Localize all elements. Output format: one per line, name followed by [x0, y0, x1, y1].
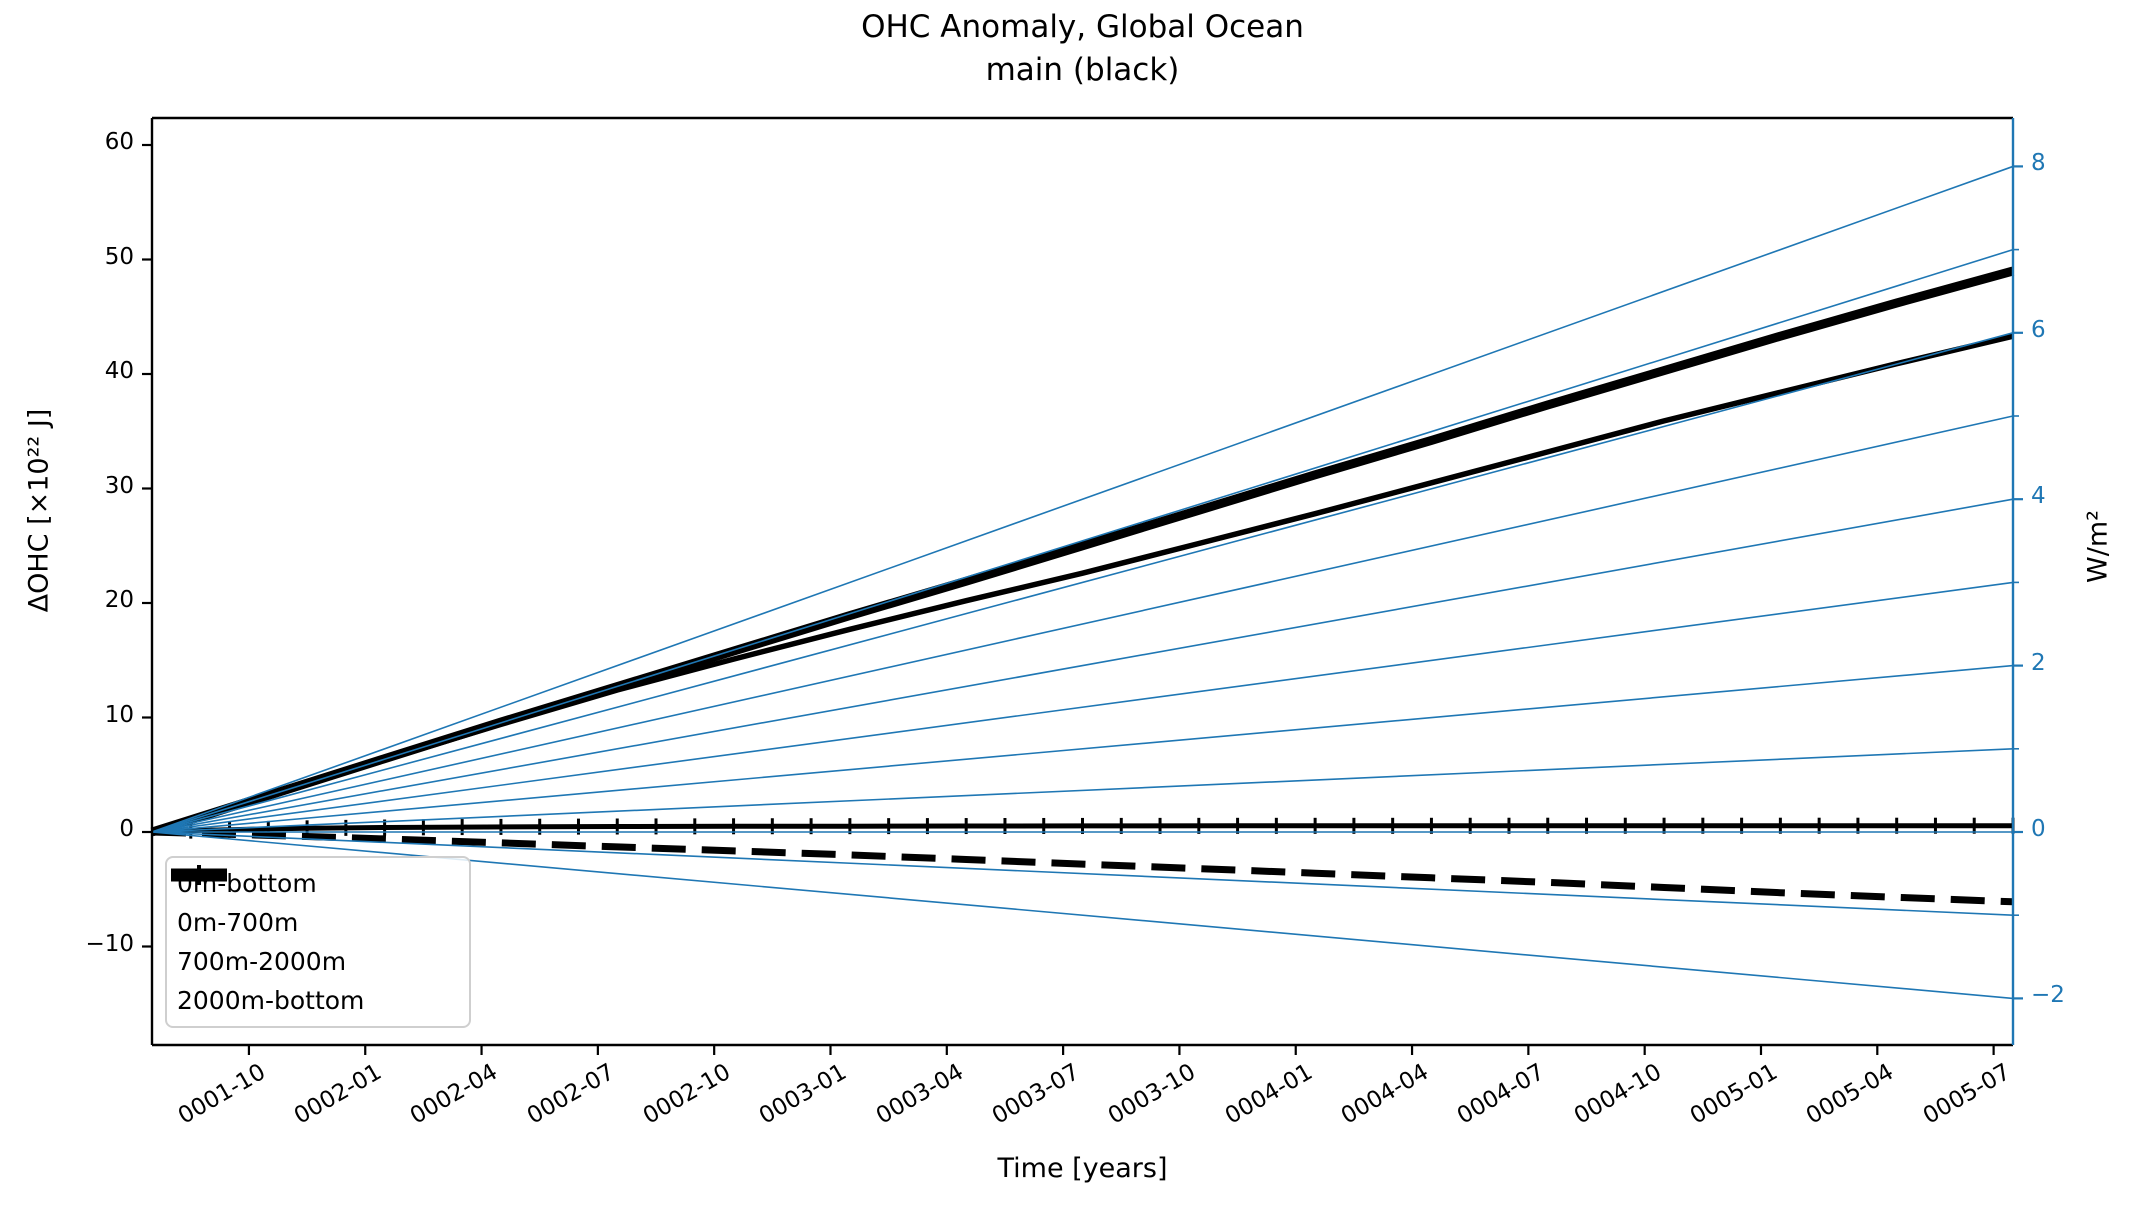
reference-line-5wm2: [151, 415, 2014, 833]
legend-entry: 2000m-bottom: [171, 865, 459, 1020]
reference-line-7wm2: [151, 248, 2014, 833]
y-left-tick-label: 30: [104, 472, 134, 499]
legend-entry: 700m-2000m: [171, 871, 459, 981]
legend-key-2000m-bottom-marker-line: [171, 865, 227, 885]
chart-subtitle: main (black): [985, 52, 1180, 88]
reference-line-1wm2: [151, 748, 2014, 833]
chart-title: OHC Anomaly, Global Ocean: [861, 9, 1304, 45]
y-right-tick-label: 4: [2031, 483, 2046, 510]
y-right-tick-label: 0: [2031, 816, 2046, 842]
y-left-tick-label: −10: [85, 930, 134, 957]
y-left-tick-label: 60: [104, 129, 134, 155]
y-right-tick-label: 8: [2031, 150, 2046, 177]
series-0m-700m: [151, 333, 2014, 835]
series-700m-2000m: [151, 828, 2014, 906]
y-left-tick-label: 20: [104, 587, 134, 613]
y-axis-label-left: ΔOHC [×10²² J]: [23, 408, 55, 613]
y-left-tick-label: 50: [104, 243, 134, 270]
legend: 0m-bottom 0m-700m 700m-2000m 2000m-botto…: [165, 856, 471, 1028]
reference-line-6wm2: [151, 332, 2014, 833]
reference-line-2wm2: [151, 664, 2014, 833]
y-right-tick-label: −2: [2031, 982, 2065, 1009]
y-axis-label-right: W/m²: [2082, 510, 2114, 583]
reference-line-4wm2: [151, 498, 2014, 833]
reference-line-3wm2: [151, 581, 2014, 833]
y-right-tick-label: 6: [2031, 316, 2046, 343]
x-axis-label: Time [years]: [997, 1153, 1168, 1184]
y-right-tick-label: 2: [2031, 649, 2046, 676]
legend-entry: 0m-700m: [171, 872, 459, 942]
reference-line-8wm2: [151, 165, 2014, 833]
chart-title-block: OHC Anomaly, Global Ocean main (black): [152, 6, 2013, 92]
y-left-tick-label: 10: [104, 701, 134, 728]
y-left-tick-label: 40: [104, 358, 134, 384]
y-left-tick-label: 0: [119, 816, 134, 842]
legend-label: 2000m-bottom: [177, 986, 365, 1015]
reference-line--1wm2: [151, 831, 2014, 916]
legend-label: 700m-2000m: [177, 947, 347, 976]
legend-label: 0m-700m: [177, 908, 299, 937]
series-2000m-bottom: [151, 823, 2013, 835]
